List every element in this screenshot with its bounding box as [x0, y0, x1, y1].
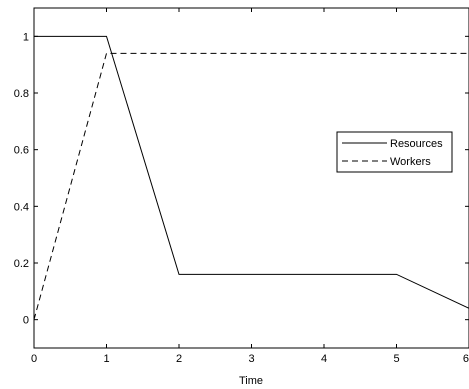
y-tick-label: 0.6: [14, 145, 29, 157]
y-tick-label: 0.8: [14, 88, 29, 100]
legend-label-resources: Resources: [390, 138, 443, 150]
series-line-workers: [34, 52, 469, 320]
y-tick-label: 1: [23, 31, 29, 43]
x-tick-label: 1: [103, 353, 109, 365]
x-axis: 0 1 2 3 4 5 6: [31, 8, 469, 365]
y-tick-label: 0: [23, 315, 29, 327]
y-tick-label: 0.4: [14, 201, 29, 213]
legend-label-workers: Workers: [390, 156, 431, 168]
x-tick-label: 4: [321, 353, 327, 365]
legend-box: [336, 131, 453, 173]
y-tick-label: 0.2: [14, 258, 29, 270]
x-tick-label: 3: [248, 353, 254, 365]
x-tick-label: 6: [463, 353, 469, 365]
series-layer: [34, 35, 469, 320]
y-axis: 0 0.2 0.4 0.6 0.8 1: [14, 31, 469, 327]
x-tick-label: 0: [31, 353, 37, 365]
x-tick-label: 2: [176, 353, 182, 365]
plot-area: [33, 7, 469, 349]
series-line-resources: [34, 35, 469, 309]
x-axis-title: Time: [239, 375, 263, 387]
x-tick-label: 5: [393, 353, 399, 365]
legend: Resources Workers: [336, 131, 453, 173]
